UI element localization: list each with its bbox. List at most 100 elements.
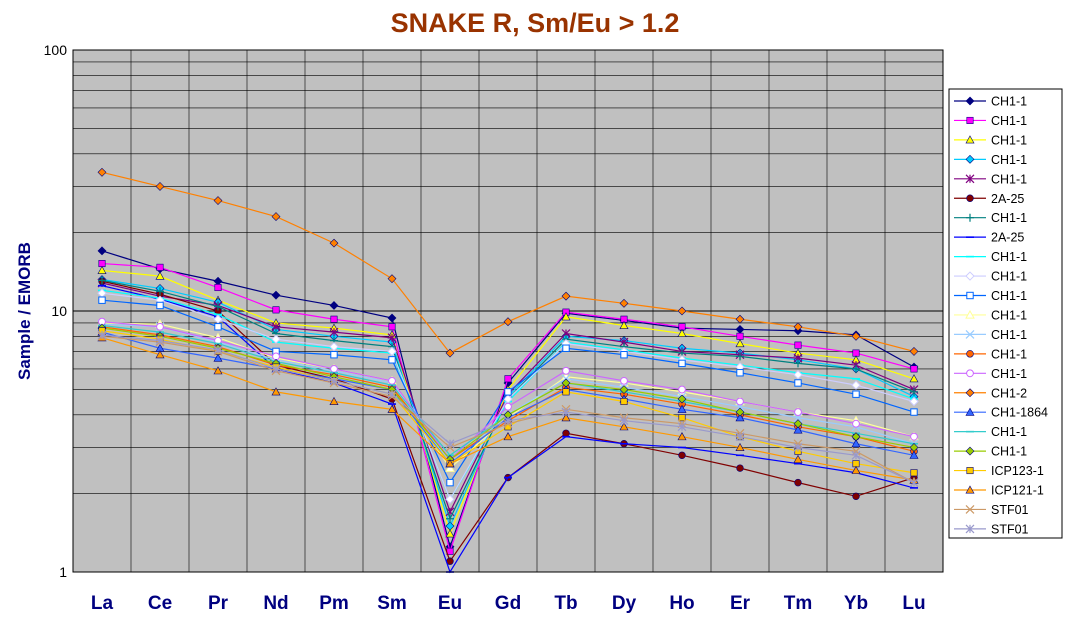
data-point xyxy=(387,333,397,343)
data-point xyxy=(965,524,975,534)
data-point xyxy=(271,290,281,300)
data-point xyxy=(271,212,281,222)
data-point xyxy=(504,388,512,396)
data-point xyxy=(851,450,861,460)
legend-box xyxy=(948,88,1063,539)
data-point xyxy=(387,313,397,323)
data-point xyxy=(851,439,861,448)
data-point xyxy=(446,514,454,523)
data-point xyxy=(387,389,397,399)
data-point xyxy=(330,315,338,323)
legend-entry: CH1-1 xyxy=(954,250,1027,264)
data-point xyxy=(852,390,860,398)
y-axis-label: Sample / EMORB xyxy=(15,242,34,380)
data-point xyxy=(678,359,686,368)
data-point xyxy=(329,376,339,386)
y-tick-label: 1 xyxy=(59,564,67,580)
data-point xyxy=(735,314,745,324)
data-point xyxy=(271,364,281,374)
data-point xyxy=(98,276,106,285)
data-point xyxy=(793,413,803,423)
data-point xyxy=(965,135,975,144)
data-point xyxy=(794,478,802,487)
data-point xyxy=(851,432,861,442)
data-point xyxy=(619,385,629,394)
data-point xyxy=(387,274,397,284)
data-point xyxy=(213,196,223,205)
data-point xyxy=(214,323,222,331)
data-point xyxy=(271,387,281,396)
data-point xyxy=(562,344,570,352)
x-tick-label: Nd xyxy=(263,593,288,614)
data-point xyxy=(445,459,455,468)
data-point xyxy=(735,338,745,348)
legend-entry: CH1-2 xyxy=(954,386,1027,400)
data-point xyxy=(97,167,107,177)
legend-entry: CH1-1 xyxy=(954,95,1027,109)
data-point xyxy=(793,454,803,463)
legend-label: CH1-1 xyxy=(991,347,1027,361)
data-point xyxy=(213,353,223,362)
legend-label: CH1-1 xyxy=(991,270,1027,284)
data-point xyxy=(852,419,860,428)
data-point xyxy=(330,351,338,359)
data-point xyxy=(965,329,975,339)
data-point xyxy=(793,443,803,452)
data-point xyxy=(619,320,629,329)
data-point xyxy=(965,174,975,184)
data-point xyxy=(561,291,571,301)
data-point xyxy=(678,414,686,422)
data-point xyxy=(620,351,628,359)
data-point xyxy=(736,332,744,340)
legend-entry: STF01 xyxy=(954,503,1029,517)
data-point xyxy=(678,451,686,459)
legend-label: CH1-1 xyxy=(991,367,1027,381)
legend-label: CH1-1 xyxy=(991,328,1027,342)
data-point xyxy=(213,345,223,355)
data-point xyxy=(736,464,744,472)
data-point xyxy=(794,359,802,368)
legend-label: CH1-1 xyxy=(991,172,1027,186)
data-point xyxy=(909,478,919,488)
data-point xyxy=(851,380,861,390)
data-point xyxy=(214,284,222,292)
data-point xyxy=(155,271,165,280)
legend-entry: 2A-25 xyxy=(954,192,1024,206)
data-point xyxy=(966,369,974,378)
legend-entry: CH1-1 xyxy=(954,308,1027,322)
data-point xyxy=(561,413,571,422)
x-tick-label: Yb xyxy=(844,593,868,614)
legend-entry: CH1-1 xyxy=(954,445,1027,459)
data-point xyxy=(852,492,860,501)
data-point xyxy=(909,443,919,452)
data-point xyxy=(562,366,570,375)
data-point xyxy=(677,404,687,413)
data-point xyxy=(620,398,628,406)
data-point xyxy=(272,352,280,361)
legend-entry: ICP121-1 xyxy=(954,484,1044,498)
legend: CH1-1 CH1-1 CH1-1 CH1-1 CH1-1 2A-25 CH1-1 2A-25… xyxy=(948,88,1063,539)
data-point xyxy=(966,213,974,222)
data-point xyxy=(561,312,571,321)
data-point xyxy=(965,446,975,456)
data-point xyxy=(793,419,803,429)
legend-entry: CH1-1 xyxy=(954,270,1027,284)
data-point xyxy=(910,432,918,441)
legend-entry: CH1-1 xyxy=(954,328,1027,342)
data-point xyxy=(504,375,512,383)
data-point xyxy=(504,402,512,411)
chart-title: SNAKE R, Sm/Eu > 1.2 xyxy=(390,8,680,38)
data-point xyxy=(735,413,745,422)
data-point xyxy=(910,469,918,477)
data-point xyxy=(909,450,919,459)
legend-entry: CH1-1 xyxy=(954,289,1027,303)
data-point xyxy=(388,323,396,331)
legend-entry: CH1-1 xyxy=(954,367,1027,381)
legend-entry: CH1-1 xyxy=(954,153,1027,167)
data-point xyxy=(736,352,744,361)
series-10 xyxy=(97,288,919,504)
legend-entry: CH1-1 xyxy=(954,347,1027,361)
data-point xyxy=(97,246,107,256)
data-point xyxy=(445,439,455,449)
